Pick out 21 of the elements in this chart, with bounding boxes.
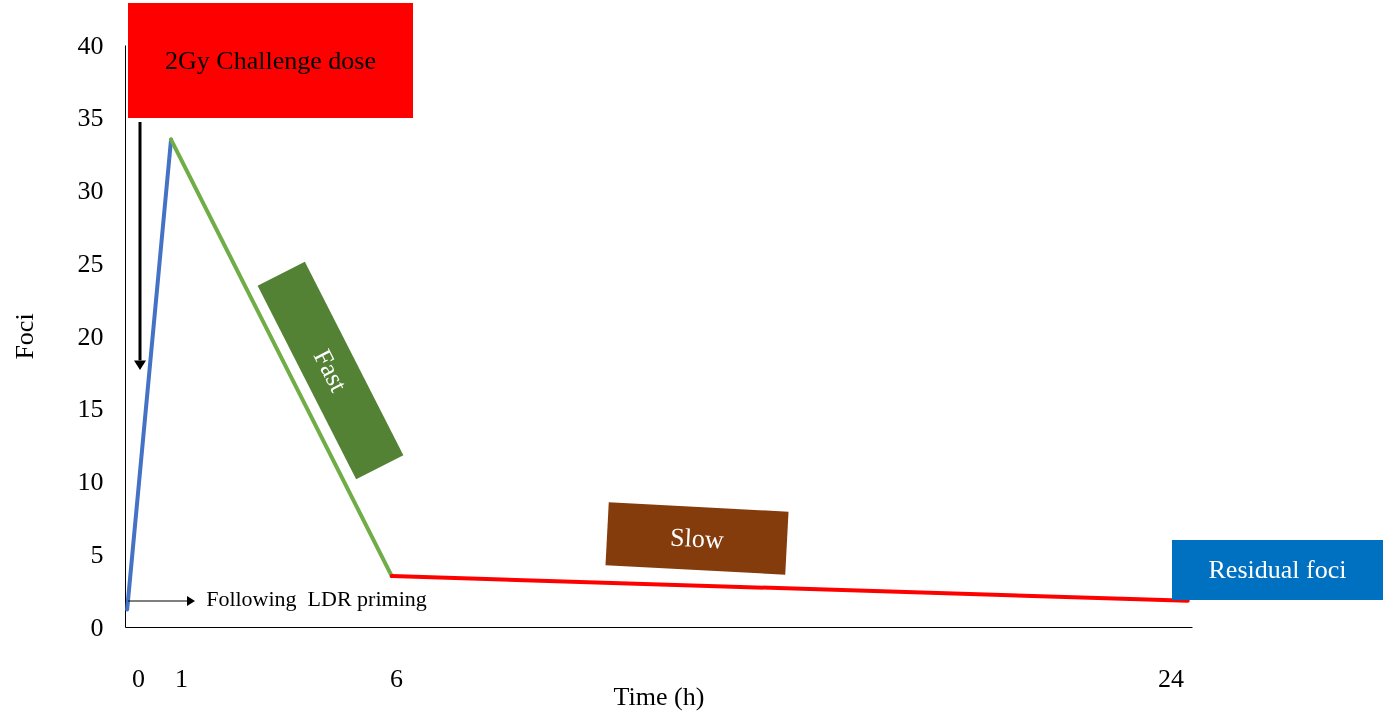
y-tick-label: 0	[90, 612, 104, 642]
x-tick-label: 1	[174, 663, 188, 693]
x-tick-label: 6	[390, 663, 404, 693]
y-tick-label: 5	[90, 539, 104, 569]
x-axis-title: Time (h)	[613, 681, 705, 711]
x-tick-label: 24	[1157, 663, 1184, 693]
y-tick-label: 35	[77, 103, 104, 133]
y-axis-title: Foci	[9, 313, 39, 360]
annotation: Following LDR priming	[206, 585, 427, 612]
annotation: 2Gy Challenge dose	[165, 45, 376, 76]
annotation: Slow	[669, 522, 725, 555]
y-tick-label: 20	[77, 321, 104, 351]
y-tick-label: 30	[77, 176, 104, 205]
label-box: Residual foci	[1172, 540, 1383, 600]
label-box: 2Gy Challenge dose	[128, 3, 413, 118]
y-tick-label: 40	[77, 30, 104, 60]
x-tick-label: 0	[131, 663, 145, 693]
annotation: Fast	[307, 344, 354, 397]
y-tick-label: 25	[77, 248, 104, 278]
y-tick-label: 15	[77, 394, 104, 424]
y-tick-label: 10	[77, 467, 104, 496]
